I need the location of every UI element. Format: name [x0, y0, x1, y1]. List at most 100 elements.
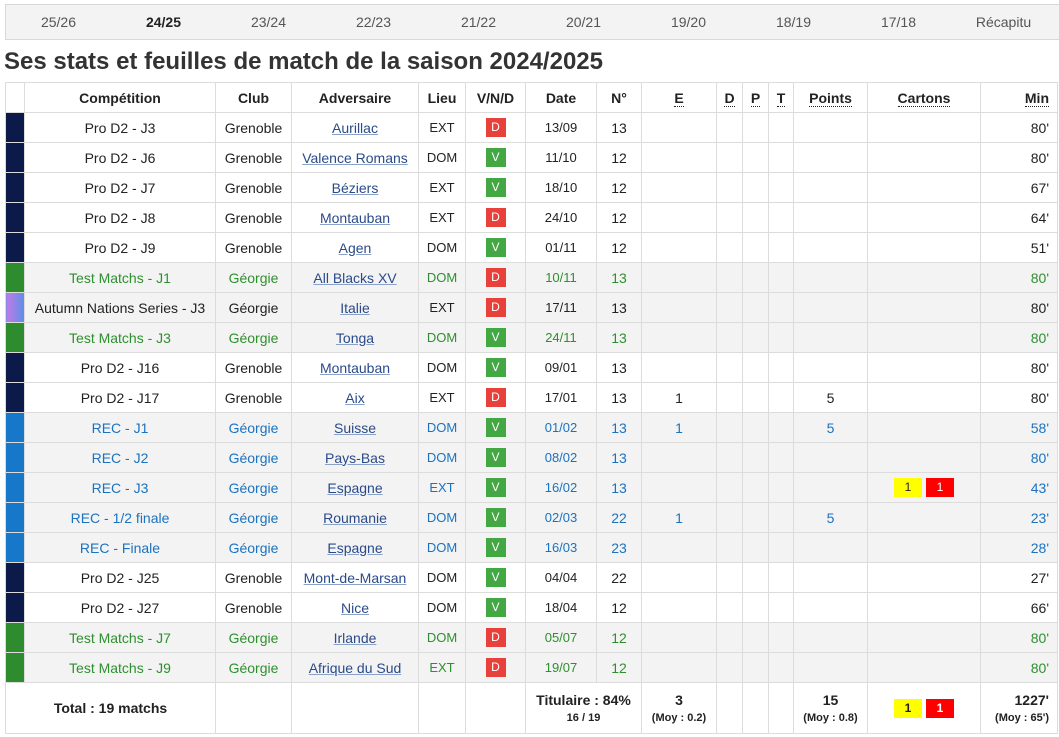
season-tab[interactable]: 25/26 [40, 14, 77, 30]
cards [867, 592, 981, 623]
season-tab[interactable]: 22/23 [355, 14, 392, 30]
column-header: V/N/D [476, 89, 515, 106]
result-badge: V [485, 538, 506, 557]
competition-bar [5, 292, 25, 323]
points [793, 442, 868, 473]
club: Géorgie [215, 652, 292, 683]
penalties [742, 502, 769, 533]
match-row: REC - Finale Géorgie Espagne DOM V 16/03 23 28' [5, 532, 1058, 563]
opponent-link[interactable]: Espagne [327, 479, 383, 496]
season-tab[interactable]: Récapitu [975, 14, 1032, 30]
season-tab[interactable]: 20/21 [565, 14, 602, 30]
column-header[interactable]: P [750, 89, 761, 107]
opponent-link[interactable]: Irlande [333, 629, 377, 646]
opponent-link[interactable]: Montauban [319, 209, 391, 226]
points [793, 652, 868, 683]
season-tab[interactable]: 21/22 [460, 14, 497, 30]
season-tab[interactable]: 19/20 [670, 14, 707, 30]
season-tab[interactable]: 23/24 [250, 14, 287, 30]
conversions [768, 172, 794, 203]
header-cell: Date [525, 82, 597, 113]
drops [716, 652, 743, 683]
starter-summary: Titulaire : 84% 16 / 19 [525, 682, 642, 734]
opponent-link[interactable]: Italie [340, 299, 370, 316]
match-row: REC - J2 Géorgie Pays-Bas DOM V 08/02 13 80' [5, 442, 1058, 473]
shirt-number: 13 [596, 322, 642, 353]
conversions [768, 322, 794, 353]
club: Géorgie [215, 442, 292, 473]
points: 5 [793, 502, 868, 533]
opponent: Agen [291, 232, 419, 263]
shirt-number: 12 [596, 232, 642, 263]
date: 11/10 [525, 142, 597, 173]
opponent-link[interactable]: Béziers [331, 179, 379, 196]
opponent-link[interactable]: Suisse [333, 419, 377, 436]
opponent: Afrique du Sud [291, 652, 419, 683]
result-badge: D [485, 268, 506, 287]
season-tab[interactable]: 17/18 [880, 14, 917, 30]
conversions [768, 562, 794, 593]
minutes: 27' [980, 562, 1058, 593]
shirt-number: 12 [596, 622, 642, 653]
drops [716, 622, 743, 653]
date: 17/01 [525, 382, 597, 413]
club: Géorgie [215, 532, 292, 563]
tries-sum: 3 [675, 692, 683, 708]
competition: Pro D2 - J8 [24, 202, 216, 233]
opponent: Suisse [291, 412, 419, 443]
opponent-link[interactable]: Nice [340, 599, 369, 616]
column-header[interactable]: Min [1024, 89, 1049, 107]
competition: REC - 1/2 finale [24, 502, 216, 533]
minutes: 80' [980, 352, 1058, 383]
opponent-link[interactable]: Agen [338, 239, 372, 256]
column-header[interactable]: D [724, 89, 735, 107]
opponent-link[interactable]: Valence Romans [302, 149, 408, 166]
penalties [742, 322, 769, 353]
competition: Pro D2 - J25 [24, 562, 216, 593]
competition: Test Matchs - J7 [24, 622, 216, 653]
opponent-link[interactable]: Aix [345, 389, 365, 406]
opponent: Espagne [291, 472, 419, 503]
header-cell: Points [793, 82, 868, 113]
cards [867, 142, 981, 173]
column-header[interactable]: E [674, 89, 684, 107]
opponent-link[interactable]: Roumanie [323, 509, 387, 526]
venue: DOM [418, 262, 466, 293]
conversions [768, 472, 794, 503]
minutes: 80' [980, 292, 1058, 323]
match-row: Pro D2 - J27 Grenoble Nice DOM V 18/04 12 66' [5, 592, 1058, 623]
tries [641, 652, 717, 683]
season-tab[interactable]: 24/25 [145, 14, 182, 30]
column-header[interactable]: Points [809, 89, 852, 107]
opponent-link[interactable]: Pays-Bas [325, 449, 385, 466]
season-tabs: 25/26 24/25 23/24 22/23 21/22 20/21 19/20 18/19… [5, 4, 1059, 40]
competition: Pro D2 - J3 [24, 112, 216, 143]
season-tab[interactable]: 18/19 [775, 14, 812, 30]
opponent-link[interactable]: Afrique du Sud [308, 659, 402, 676]
opponent-link[interactable]: Aurillac [332, 119, 378, 136]
minutes: 66' [980, 592, 1058, 623]
date: 01/11 [525, 232, 597, 263]
column-header: Adversaire [318, 89, 392, 106]
column-header[interactable]: Cartons [897, 89, 951, 107]
result-badge: V [485, 568, 506, 587]
penalties [742, 442, 769, 473]
club: Grenoble [215, 352, 292, 383]
opponent-link[interactable]: All Blacks XV [313, 269, 397, 286]
venue: EXT [418, 112, 466, 143]
opponent-link[interactable]: Espagne [327, 539, 383, 556]
date: 13/09 [525, 112, 597, 143]
conversions [768, 262, 794, 293]
column-header[interactable]: T [776, 89, 786, 107]
opponent-link[interactable]: Mont-de-Marsan [303, 569, 407, 586]
club: Géorgie [215, 292, 292, 323]
points-average: (Moy : 0.8) [803, 712, 858, 724]
competition: Pro D2 - J6 [24, 142, 216, 173]
cards [867, 292, 981, 323]
result: D [465, 652, 526, 683]
conversions [768, 202, 794, 233]
opponent-link[interactable]: Montauban [319, 359, 391, 376]
opponent-link[interactable]: Tonga [335, 329, 375, 346]
starter-count: 16 / 19 [566, 712, 601, 724]
